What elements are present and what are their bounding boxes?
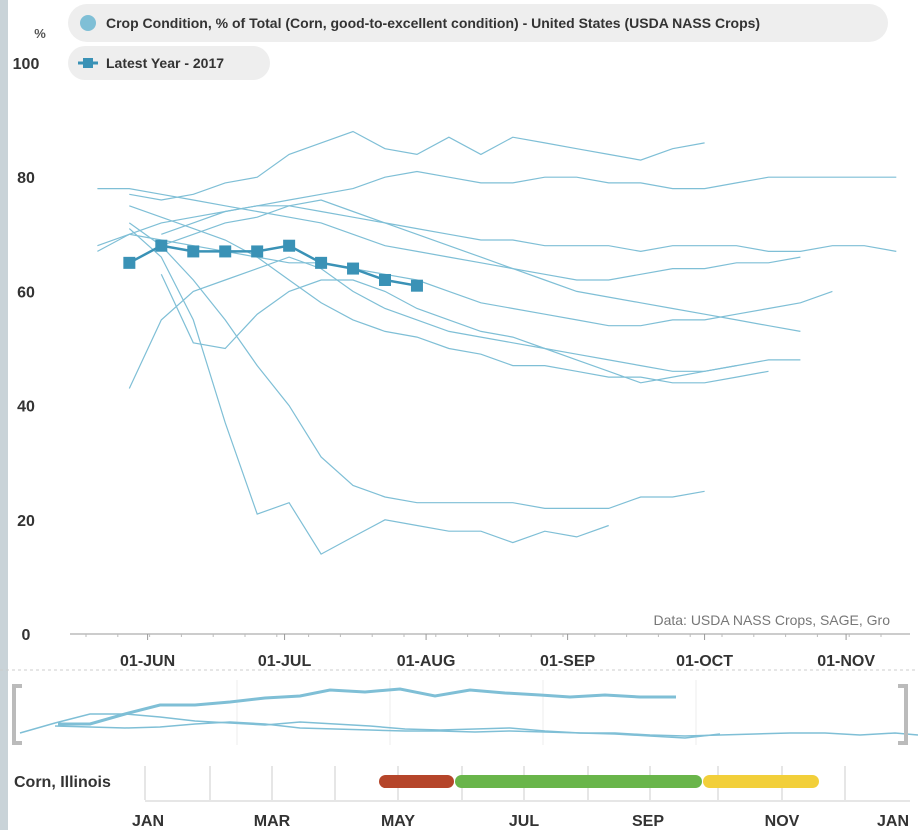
y-axis-label: %: [34, 26, 46, 41]
legend-marker: [80, 15, 96, 31]
latest-marker: [155, 239, 168, 252]
y-tick-label: 40: [17, 399, 35, 416]
navigator[interactable]: [12, 680, 918, 745]
nav-line: [54, 721, 721, 739]
latest-marker: [283, 239, 296, 252]
y-tick-label: 100: [13, 56, 40, 73]
month-label: MAR: [254, 813, 291, 830]
latest-marker: [347, 262, 360, 275]
month-label: SEP: [632, 813, 664, 830]
x-tick-label: 01-JUN: [120, 653, 175, 670]
history-line: [129, 199, 801, 332]
y-tick-label: 60: [17, 284, 35, 301]
legend-pill[interactable]: [68, 46, 270, 80]
x-tick-label: 01-JUL: [258, 653, 312, 670]
latest-marker: [379, 273, 391, 286]
planting-bar: [379, 775, 454, 788]
legend-marker: [83, 58, 93, 68]
calendar-dividers: [144, 766, 846, 800]
legend-pill[interactable]: [68, 4, 888, 42]
x-tick-label: 01-AUG: [397, 653, 456, 670]
nav-handle[interactable]: [12, 684, 22, 745]
latest-marker: [251, 245, 264, 258]
latest-marker: [410, 279, 423, 292]
source-note: Data: USDA NASS Crops, SAGE, Gro: [653, 612, 890, 628]
month-label: JAN: [877, 813, 909, 830]
history-line: [161, 170, 897, 235]
nav-handle[interactable]: [898, 684, 908, 745]
nav-line: [19, 713, 918, 737]
history-line: [97, 233, 833, 327]
calendar-label: Corn, Illinois: [14, 774, 111, 791]
legend-label: Latest Year - 2017: [106, 55, 224, 71]
harvest-bar: [703, 775, 819, 788]
nav-line: [58, 687, 676, 726]
y-tick-label: 20: [17, 513, 35, 530]
map-edge: [0, 0, 8, 830]
history-line: [97, 205, 897, 253]
month-label: NOV: [765, 813, 800, 830]
x-tick-label: 01-OCT: [676, 653, 733, 670]
y-tick-label: 80: [17, 170, 35, 187]
history-line: [128, 228, 609, 555]
latest-marker: [219, 245, 232, 258]
month-label: JAN: [132, 813, 164, 830]
history-line: [128, 222, 705, 509]
history-line: [128, 256, 737, 389]
history-line: [160, 274, 801, 372]
latest-marker: [123, 256, 136, 269]
x-tick-label: 01-SEP: [540, 653, 595, 670]
history-line: [129, 205, 769, 384]
latest-marker: [187, 245, 200, 258]
x-tick-label: 01-NOV: [817, 653, 875, 670]
history-line: [97, 188, 801, 281]
history-line: [129, 130, 705, 201]
latest-line: [128, 244, 418, 287]
month-label: MAY: [381, 813, 415, 830]
growing-bar: [455, 775, 702, 788]
legend-label: Crop Condition, % of Total (Corn, good-t…: [106, 15, 760, 31]
latest-marker: [315, 256, 328, 269]
month-label: JUL: [509, 813, 539, 830]
y-tick-label: 0: [22, 627, 31, 644]
